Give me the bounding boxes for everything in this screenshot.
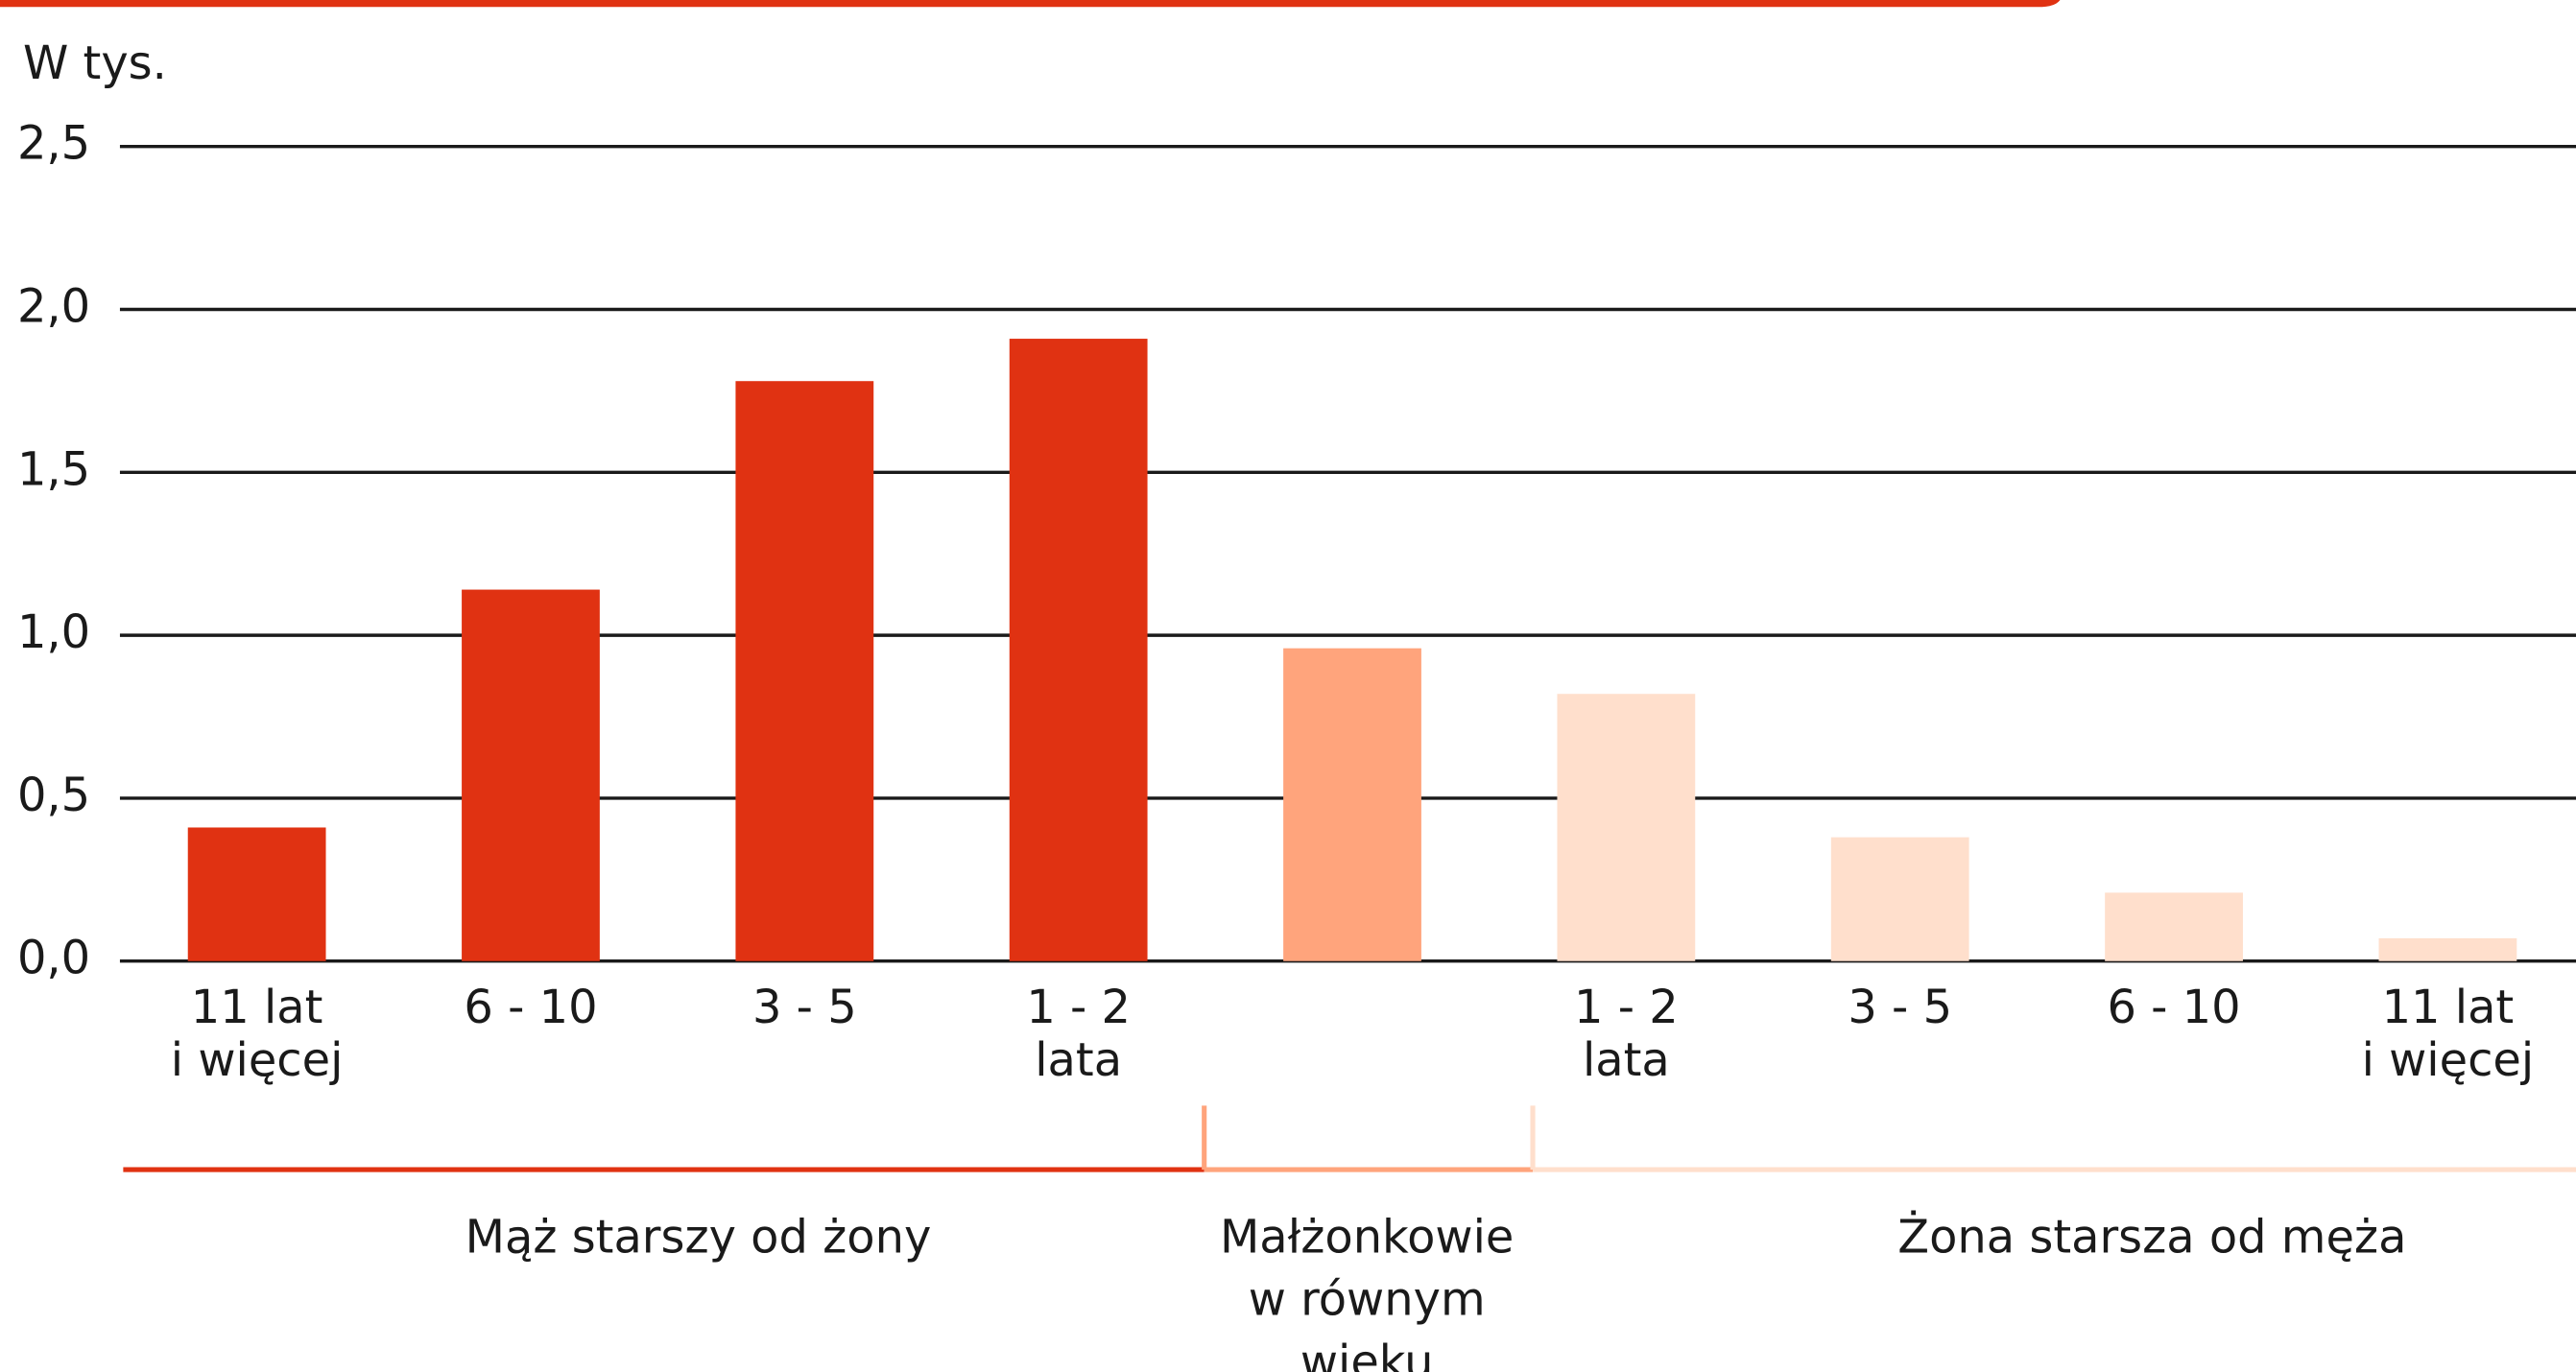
bar	[2105, 892, 2243, 961]
x-tick-label-line: 11 lat	[191, 982, 323, 1034]
x-tick-label-line: 3 - 5	[752, 982, 857, 1034]
x-tick-label: 6 - 10	[464, 982, 597, 1034]
bar	[1557, 694, 1696, 961]
x-tick-label: 11 lat i więcej	[171, 982, 344, 1087]
x-tick-label: 6 - 10	[2107, 982, 2240, 1034]
y-tick-label: 1,5	[17, 443, 90, 496]
group-label-line: Małżonkowie	[1220, 1212, 1514, 1265]
bar	[735, 381, 874, 961]
x-tick-label-line: 6 - 10	[2107, 982, 2240, 1034]
x-tick-label-line: lata	[1035, 1034, 1122, 1087]
group-label-line: Żona starsza od męża	[1897, 1211, 2406, 1265]
top-banner	[0, 0, 2061, 8]
x-tick-label: 11 lat i więcej	[2362, 982, 2535, 1087]
x-tick-label-line: i więcej	[171, 1034, 344, 1087]
group-label: Małżonkowie w równym wieku	[1220, 1212, 1514, 1372]
x-tick-label: 3 - 5	[752, 982, 857, 1034]
bar	[1009, 339, 1148, 961]
bar	[1830, 837, 1969, 961]
x-tick-label-line: lata	[1583, 1034, 1670, 1087]
y-tick-label: 1,0	[17, 606, 90, 659]
y-tick-label: 2,5	[17, 118, 90, 171]
x-tick-label-line: 1 - 2	[1026, 982, 1131, 1034]
y-unit-label: W tys.	[23, 37, 167, 90]
y-tick-label: 0,5	[17, 769, 90, 822]
bar	[2378, 937, 2517, 961]
group-label-line: wieku	[1300, 1337, 1434, 1372]
group-label-line: w równym	[1249, 1274, 1486, 1327]
group-label-line: Mąż starszy od żony	[465, 1212, 932, 1265]
group-label: Żona starsza od męża	[1897, 1211, 2406, 1265]
bar	[1283, 648, 1421, 961]
x-tick-label: 1 - 2 lata	[1026, 982, 1131, 1087]
x-tick-label: 3 - 5	[1848, 982, 1952, 1034]
x-tick-label-line: 6 - 10	[464, 982, 597, 1034]
x-tick-label: 1 - 2 lata	[1574, 982, 1679, 1087]
y-tick-label: 2,0	[17, 280, 90, 333]
x-tick-label-line: 3 - 5	[1848, 982, 1952, 1034]
group-label: Mąż starszy od żony	[465, 1212, 932, 1265]
y-tick-label: 0,0	[17, 933, 90, 985]
bar	[187, 827, 326, 961]
x-tick-label-line: 1 - 2	[1574, 982, 1679, 1034]
x-tick-label-line: 11 lat	[2382, 982, 2515, 1034]
x-tick-label-line: i więcej	[2362, 1034, 2535, 1087]
bar	[462, 589, 600, 961]
